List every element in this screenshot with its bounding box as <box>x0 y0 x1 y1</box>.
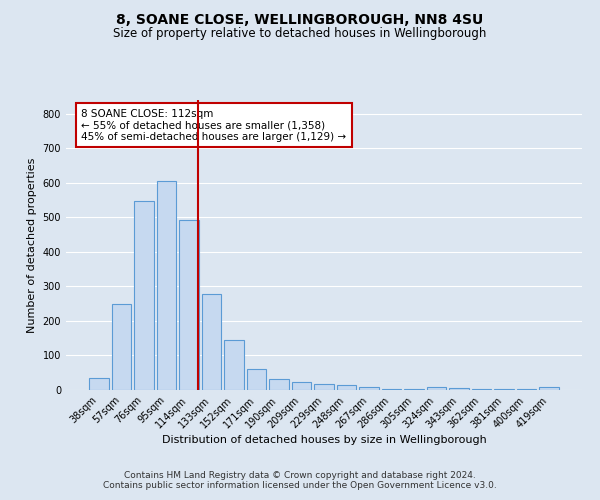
Bar <box>202 294 221 390</box>
Bar <box>449 388 469 390</box>
Text: Size of property relative to detached houses in Wellingborough: Size of property relative to detached ho… <box>113 28 487 40</box>
Bar <box>539 386 559 390</box>
Bar <box>337 385 356 390</box>
Bar <box>404 388 424 390</box>
Text: Contains HM Land Registry data © Crown copyright and database right 2024.
Contai: Contains HM Land Registry data © Crown c… <box>103 470 497 490</box>
Bar <box>134 201 154 390</box>
Bar <box>472 388 491 390</box>
X-axis label: Distribution of detached houses by size in Wellingborough: Distribution of detached houses by size … <box>161 436 487 446</box>
Bar <box>89 378 109 390</box>
Y-axis label: Number of detached properties: Number of detached properties <box>27 158 37 332</box>
Bar <box>247 368 266 390</box>
Text: 8, SOANE CLOSE, WELLINGBOROUGH, NN8 4SU: 8, SOANE CLOSE, WELLINGBOROUGH, NN8 4SU <box>116 12 484 26</box>
Bar <box>314 384 334 390</box>
Text: 8 SOANE CLOSE: 112sqm
← 55% of detached houses are smaller (1,358)
45% of semi-d: 8 SOANE CLOSE: 112sqm ← 55% of detached … <box>82 108 347 142</box>
Bar <box>112 304 131 390</box>
Bar <box>382 388 401 390</box>
Bar <box>157 181 176 390</box>
Bar <box>224 340 244 390</box>
Bar <box>179 220 199 390</box>
Bar <box>359 386 379 390</box>
Bar <box>494 388 514 390</box>
Bar <box>292 382 311 390</box>
Bar <box>269 379 289 390</box>
Bar <box>427 386 446 390</box>
